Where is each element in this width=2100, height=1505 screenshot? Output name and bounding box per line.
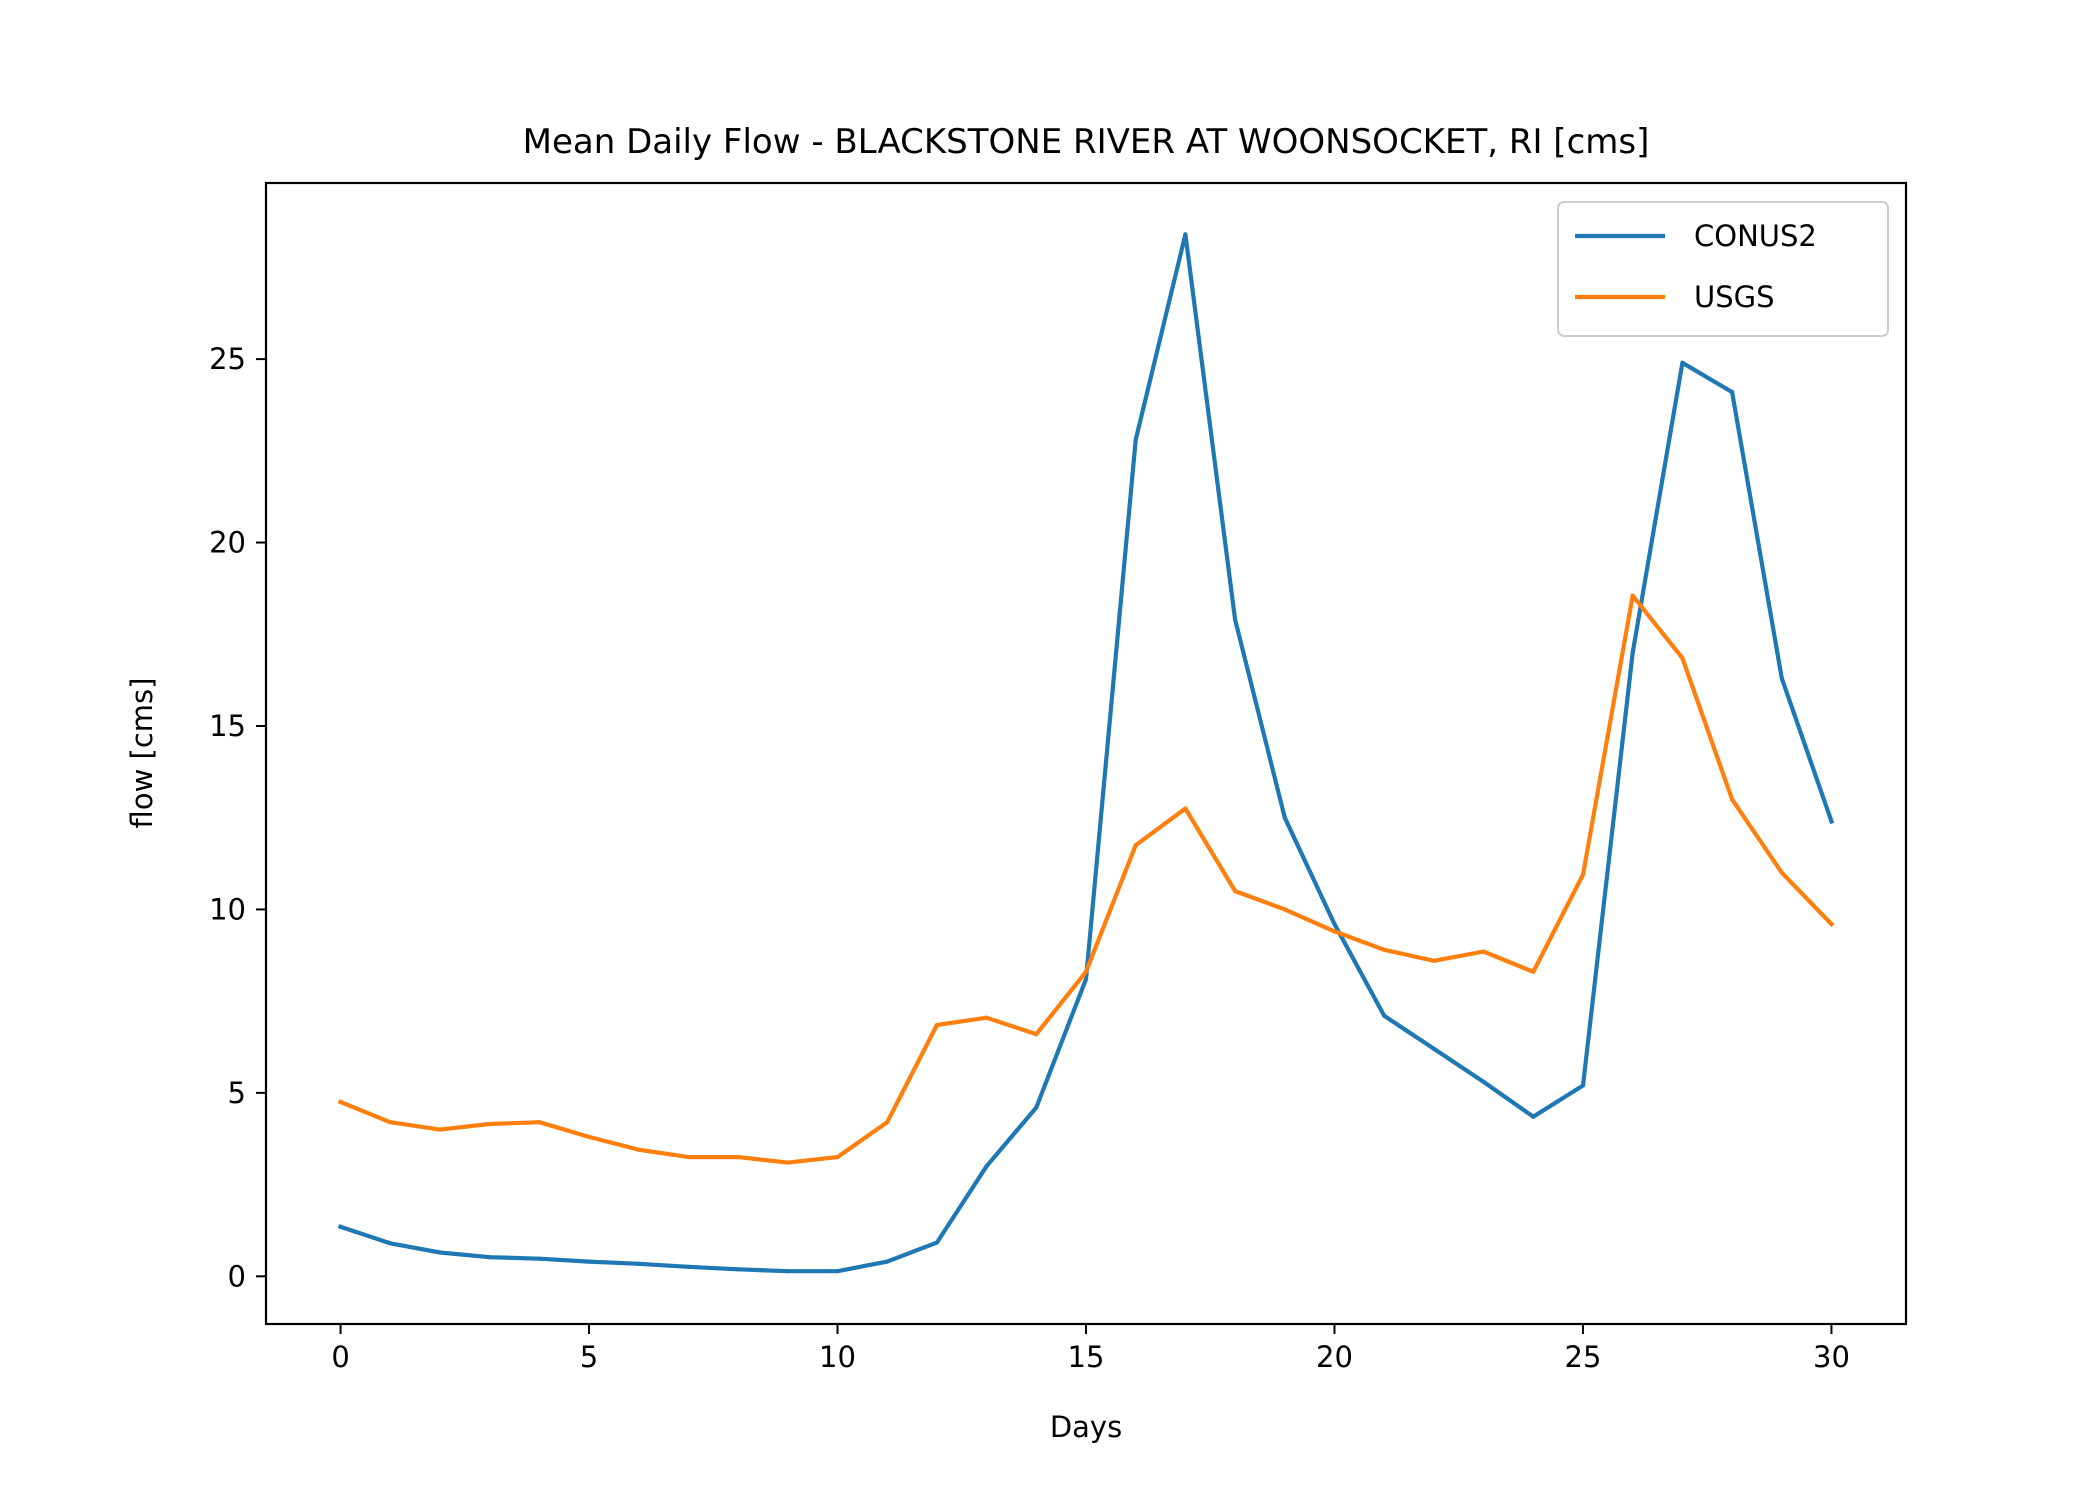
data-point: [1034, 1032, 1039, 1037]
data-point: [835, 1154, 840, 1160]
data-point: [437, 1250, 443, 1255]
y-tick-label: 20: [209, 526, 246, 560]
data-point: [388, 1241, 393, 1246]
data-point: [1431, 958, 1436, 963]
legend-item: CONUS2: [1575, 219, 1817, 253]
data-point: [1282, 907, 1287, 912]
data-point: [1282, 815, 1287, 820]
data-point: [1232, 617, 1238, 622]
data-point: [1481, 1079, 1486, 1084]
y-tick-label: 25: [209, 342, 246, 376]
legend-label: CONUS2: [1694, 219, 1817, 253]
data-point: [1580, 1083, 1586, 1088]
data-point: [1779, 870, 1784, 875]
y-tick-label: 15: [209, 709, 246, 743]
data-point: [537, 1256, 542, 1261]
y-tick-label: 10: [209, 892, 246, 926]
y-tick-label: 5: [228, 1076, 246, 1110]
data-point: [934, 1022, 940, 1028]
data-point: [487, 1121, 492, 1127]
axes-frame: [264, 181, 1908, 1326]
data-point: [586, 1134, 592, 1139]
data-point: [1332, 929, 1337, 934]
data-point: [388, 1120, 393, 1125]
data-point: [1133, 437, 1138, 442]
data-point: [1133, 843, 1138, 848]
x-tick-label: 0: [331, 1340, 349, 1374]
y-axis-label: flow [cms]: [125, 678, 159, 829]
data-point: [1729, 390, 1735, 395]
data-point: [1630, 650, 1635, 655]
data-point: [1729, 797, 1735, 802]
data-point: [1481, 949, 1486, 954]
data-point: [1232, 888, 1238, 894]
data-point: [686, 1264, 691, 1269]
chart-title: Mean Daily Flow - BLACKSTONE RIVER AT WO…: [523, 122, 1650, 162]
data-point: [736, 1154, 741, 1160]
y-tick-label: 0: [228, 1259, 246, 1293]
data-point: [885, 1259, 890, 1264]
data-point: [338, 1099, 343, 1105]
data-point: [1630, 593, 1635, 598]
data-point: [1382, 947, 1387, 952]
x-tick-label: 30: [1813, 1340, 1850, 1374]
data-point: [1829, 819, 1834, 824]
data-point: [1183, 232, 1188, 237]
data-point: [1580, 872, 1586, 877]
x-tick-label: 25: [1565, 1340, 1602, 1374]
legend-item: USGS: [1575, 280, 1775, 314]
data-point: [785, 1269, 790, 1274]
series-line-conus2: [337, 232, 1835, 1274]
data-point: [1431, 1046, 1436, 1051]
data-point: [636, 1261, 641, 1266]
data-point: [736, 1267, 741, 1272]
data-point: [885, 1120, 890, 1125]
plot-area: [337, 232, 1835, 1274]
y-axis: 0 5 10 15 20 25: [209, 342, 266, 1293]
data-point: [1183, 806, 1188, 811]
data-point: [1034, 1105, 1039, 1110]
data-point: [934, 1240, 940, 1245]
data-point: [1083, 969, 1089, 974]
x-tick-label: 10: [819, 1340, 856, 1374]
series-usgs: [337, 593, 1835, 1165]
data-point: [487, 1255, 492, 1260]
data-point: [1779, 676, 1784, 681]
data-point: [1531, 969, 1536, 974]
data-point: [1382, 1013, 1387, 1018]
x-axis-label: Days: [1050, 1410, 1122, 1444]
x-axis: 0 5 10 15 20 25 30: [331, 1324, 1850, 1374]
data-point: [1083, 977, 1089, 982]
data-point: [1680, 656, 1685, 661]
data-point: [1829, 921, 1834, 927]
data-point: [636, 1147, 641, 1152]
data-point: [338, 1224, 343, 1229]
data-point: [1531, 1114, 1536, 1119]
data-point: [984, 1164, 989, 1169]
series-conus2: [337, 232, 1835, 1274]
x-tick-label: 15: [1068, 1340, 1105, 1374]
data-point: [537, 1120, 542, 1125]
x-tick-label: 20: [1316, 1340, 1353, 1374]
data-point: [437, 1127, 443, 1132]
data-point: [586, 1259, 592, 1264]
data-point: [686, 1154, 691, 1160]
data-point: [1680, 360, 1685, 365]
data-point: [785, 1160, 790, 1165]
legend: CONUS2 USGS: [1557, 201, 1889, 337]
legend-label: USGS: [1694, 280, 1775, 314]
data-point: [984, 1015, 989, 1020]
x-tick-label: 5: [580, 1340, 598, 1374]
data-point: [1332, 921, 1337, 927]
data-point: [835, 1269, 840, 1274]
